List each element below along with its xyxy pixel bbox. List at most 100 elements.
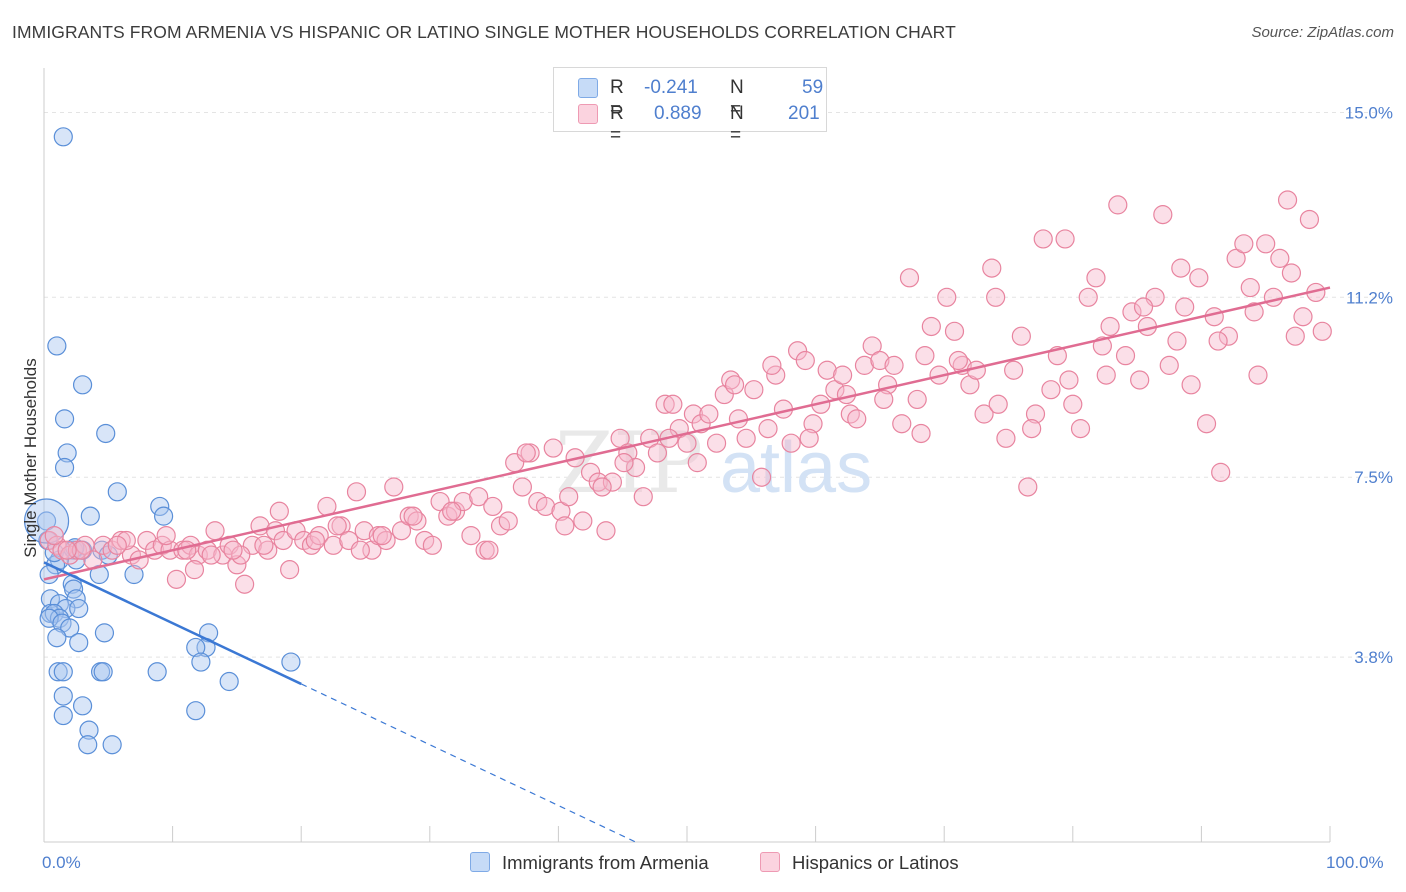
hispanic-point [1059, 370, 1079, 390]
series-armenia-points [23, 127, 301, 755]
hispanic-point [1041, 380, 1061, 400]
hispanic-point [184, 560, 205, 580]
hispanic-point [592, 477, 612, 497]
hispanic-point [1181, 375, 1201, 395]
hispanic-point [687, 453, 707, 473]
x-tick-label-max: 100.0% [1326, 853, 1384, 872]
hispanic-point [1256, 234, 1276, 254]
hispanic-point [766, 365, 786, 385]
armenia-point [94, 623, 115, 643]
hispanic-point [483, 496, 503, 517]
hispanic-point [273, 530, 293, 551]
watermark-atlas: atlas [720, 428, 872, 508]
y-tick-label: 7.5% [1354, 468, 1393, 487]
armenia-point [60, 618, 80, 638]
hispanic-point [512, 477, 532, 497]
armenia-point [147, 662, 167, 682]
bottom-legend-armenia: Immigrants from Armenia [470, 852, 709, 874]
hispanic-point [982, 258, 1002, 278]
hispanic-trend-line [43, 286, 1331, 581]
hispanic-point [280, 560, 300, 580]
hispanic-point [269, 501, 289, 521]
hispanic-point [833, 365, 853, 385]
hispanic-point [327, 516, 347, 536]
hispanic-point [384, 477, 404, 497]
hispanic-point [699, 404, 719, 424]
hispanic-point [1025, 404, 1046, 424]
armenia-point [47, 336, 67, 356]
hispanic-point [107, 535, 127, 555]
hispanic-point [44, 525, 64, 546]
series-hispanic-points [39, 190, 1332, 594]
hispanic-point [516, 443, 536, 463]
hispanic-point [677, 433, 697, 453]
legend-n-value: 201 [788, 103, 820, 124]
hispanic-point [937, 287, 957, 307]
hispanic-point [836, 384, 857, 405]
hispanic-point [1063, 394, 1083, 414]
armenia-point [78, 735, 98, 755]
hispanic-point [1130, 370, 1150, 390]
armenia-point [79, 720, 99, 740]
hispanic-point [1011, 326, 1031, 346]
hispanic-point [461, 525, 481, 546]
hispanic-point [1070, 419, 1091, 439]
hispanic-point [305, 530, 325, 551]
hispanic-point [1281, 263, 1302, 283]
hispanic-point [736, 428, 756, 448]
armenia-point [150, 496, 170, 517]
hispanic-point [1171, 258, 1191, 278]
hispanic-point [986, 287, 1006, 307]
hispanic-point [948, 350, 968, 371]
hispanic-point [988, 394, 1008, 414]
hispanic-point [781, 433, 801, 453]
armenia-point [153, 506, 174, 526]
armenia-point [124, 564, 144, 585]
armenia-point [39, 608, 59, 628]
hispanic-point [205, 521, 225, 541]
hispanic-point [254, 535, 274, 555]
hispanic-point [762, 355, 782, 375]
hispanic-point [1108, 195, 1128, 215]
hispanic-point [1115, 346, 1136, 366]
hispanic-point [974, 404, 994, 424]
armenia-point [102, 735, 122, 755]
hispanic-point [1208, 331, 1228, 351]
armenia-point [219, 671, 239, 692]
armenia-point [186, 701, 206, 721]
armenia-point [40, 589, 61, 609]
hispanic-point [944, 321, 965, 341]
hispanic-point [93, 535, 113, 555]
hispanic-point [1018, 477, 1038, 497]
legend-n-label: N = [730, 77, 744, 120]
hispanic-point [724, 375, 745, 395]
hispanic-point [223, 540, 243, 560]
y-tick-label: 11.2% [1346, 288, 1393, 307]
hispanic-point [647, 443, 668, 463]
hispanic-point [1096, 365, 1116, 385]
armenia-point [54, 409, 75, 429]
hispanic-point [602, 472, 623, 492]
bottom-legend-label: Hispanics or Latinos [792, 852, 959, 873]
armenia-point [47, 628, 67, 648]
hispanic-point [1240, 277, 1260, 298]
hispanic-point [469, 487, 489, 507]
y-tick-labels: 3.8% 7.5% 11.2% 15.0% [1345, 103, 1393, 667]
source-label: Source: ZipAtlas.com [1251, 24, 1394, 41]
hispanic-point [899, 268, 920, 288]
hispanic-point [911, 423, 931, 444]
y-tick-label: 15.0% [1345, 103, 1393, 122]
hispanic-point [1167, 331, 1187, 351]
axes [43, 68, 1331, 843]
hispanic-point [625, 457, 646, 478]
armenia-point [191, 652, 211, 672]
armenia-point-large [23, 498, 70, 544]
hispanic-point [1133, 297, 1154, 317]
armenia-point [48, 662, 68, 682]
hispanic-point [817, 360, 837, 380]
chart-title: IMMIGRANTS FROM ARMENIA VS HISPANIC OR L… [12, 22, 956, 42]
hispanic-point [1175, 297, 1195, 317]
hispanic-point [1293, 307, 1313, 327]
bottom-legend-swatch [760, 852, 780, 872]
